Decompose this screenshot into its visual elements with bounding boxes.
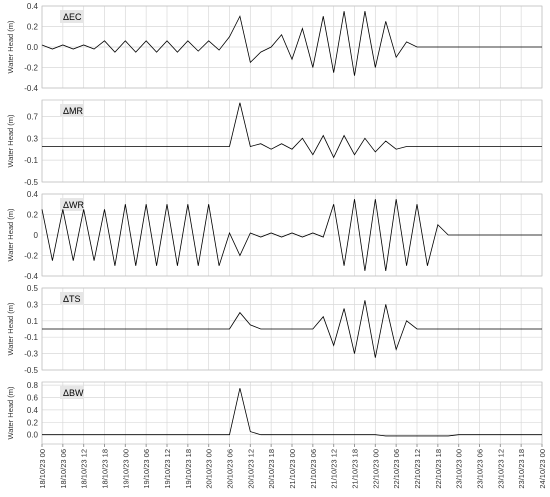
x-tick-label: 23/10/23 06 xyxy=(476,449,485,489)
y-tick-label: -0.3 xyxy=(24,350,38,359)
y-axis-title: Water Head (m) xyxy=(6,114,15,168)
y-tick-label: 0.5 xyxy=(27,284,39,293)
data-line xyxy=(42,300,542,358)
y-axis-title: Water Head (m) xyxy=(6,302,15,356)
panel-label: ΔTS xyxy=(63,294,81,304)
y-tick-label: 0.6 xyxy=(27,394,39,403)
y-tick-label: 0.4 xyxy=(27,190,39,199)
x-tick-label: 24/10/23 00 xyxy=(538,449,547,489)
y-tick-label: 0.4 xyxy=(27,2,39,11)
x-tick-label: 21/10/23 12 xyxy=(330,449,339,489)
y-axis-title: Water Head (m) xyxy=(6,208,15,262)
data-line xyxy=(42,388,542,437)
panel-label-box xyxy=(60,292,84,305)
y-tick-label: -0.2 xyxy=(24,252,38,261)
y-tick-label: 0.4 xyxy=(27,406,39,415)
panel-label: ΔMR xyxy=(63,106,84,116)
x-tick-label: 22/10/23 12 xyxy=(413,449,422,489)
x-tick-label: 19/10/23 06 xyxy=(142,449,151,489)
y-axis-title: Water Head (m) xyxy=(6,20,15,74)
x-tick-label: 21/10/23 06 xyxy=(309,449,318,489)
data-line xyxy=(41,11,542,76)
x-tick-label: 23/10/23 00 xyxy=(455,449,464,489)
x-tick-label: 18/10/23 18 xyxy=(101,449,110,489)
x-tick-label: 20/10/23 12 xyxy=(246,449,255,489)
y-tick-label: 0.3 xyxy=(27,134,39,143)
y-tick-label: -0.1 xyxy=(24,333,38,342)
panel-label: ΔWR xyxy=(63,200,85,210)
plot-frame xyxy=(41,99,543,183)
y-tick-label: -0.5 xyxy=(24,366,38,375)
x-tick-label: 18/10/23 00 xyxy=(38,449,47,489)
x-tick-label: 20/10/23 06 xyxy=(226,449,235,489)
y-axis-title: Water Head (m) xyxy=(6,386,15,440)
x-tick-label: 22/10/23 06 xyxy=(392,449,401,489)
panel-label: ΔEC xyxy=(63,12,82,22)
data-line xyxy=(41,199,542,271)
x-tick-label: 19/10/23 12 xyxy=(163,449,172,489)
x-tick-label: 19/10/23 18 xyxy=(184,449,193,489)
panel-label-box xyxy=(60,104,84,117)
y-tick-label: -0.4 xyxy=(24,272,38,281)
x-tick-label: 23/10/23 12 xyxy=(496,449,505,489)
y-tick-label: 0.0 xyxy=(27,43,39,52)
y-tick-label: 0.7 xyxy=(27,112,39,121)
data-line xyxy=(42,102,542,159)
x-tick-label: 22/10/23 18 xyxy=(434,449,443,489)
y-tick-label: 0.8 xyxy=(27,381,39,390)
x-tick-label: 20/10/23 00 xyxy=(205,449,214,489)
x-tick-label: 21/10/23 00 xyxy=(288,449,297,489)
panel-label-box xyxy=(60,386,84,399)
panel-label-box xyxy=(60,198,84,211)
x-tick-label: 20/10/23 18 xyxy=(267,449,276,489)
y-tick-label: 0.3 xyxy=(27,300,39,309)
x-tick-label: 18/10/23 12 xyxy=(80,449,89,489)
panel-label: ΔBW xyxy=(63,388,84,398)
y-tick-label: 0.2 xyxy=(27,23,39,32)
y-tick-label: -0.5 xyxy=(24,178,38,187)
y-tick-label: 0 xyxy=(34,231,39,240)
x-tick-label: 23/10/23 18 xyxy=(517,449,526,489)
y-tick-label: 0.1 xyxy=(27,317,39,326)
y-tick-label: 0.2 xyxy=(27,418,39,427)
x-tick-label: 18/10/23 06 xyxy=(59,449,68,489)
y-tick-label: -0.4 xyxy=(24,84,38,93)
x-tick-label: 19/10/23 00 xyxy=(121,449,130,489)
y-tick-label: -0.2 xyxy=(24,64,38,73)
x-tick-label: 22/10/23 00 xyxy=(371,449,380,489)
y-tick-label: -0.1 xyxy=(24,156,38,165)
x-tick-label: 21/10/23 18 xyxy=(351,449,360,489)
y-tick-label: 0.2 xyxy=(27,211,39,220)
panel-label-box xyxy=(60,10,84,23)
y-tick-label: 0.0 xyxy=(27,431,39,440)
